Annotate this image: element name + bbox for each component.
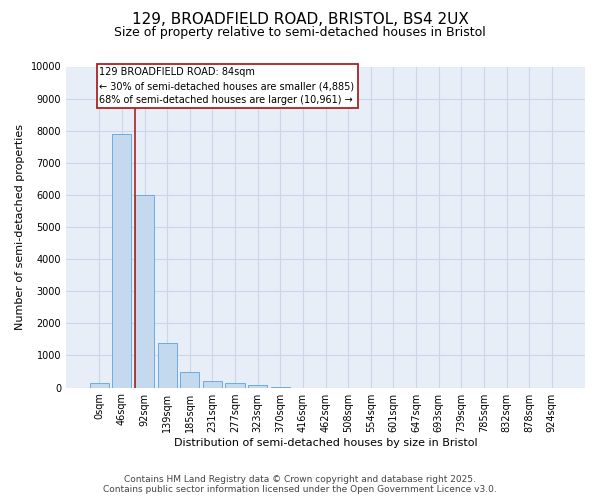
Bar: [248, 386, 267, 388]
Text: 129, BROADFIELD ROAD, BRISTOL, BS4 2UX: 129, BROADFIELD ROAD, BRISTOL, BS4 2UX: [131, 12, 469, 28]
Bar: [203, 380, 222, 388]
Bar: [112, 134, 131, 388]
Text: 129 BROADFIELD ROAD: 84sqm
← 30% of semi-detached houses are smaller (4,885)
68%: 129 BROADFIELD ROAD: 84sqm ← 30% of semi…: [100, 67, 355, 105]
Bar: [89, 383, 109, 388]
Bar: [226, 383, 245, 388]
Bar: [158, 342, 177, 388]
X-axis label: Distribution of semi-detached houses by size in Bristol: Distribution of semi-detached houses by …: [174, 438, 478, 448]
Bar: [180, 372, 199, 388]
Bar: [135, 195, 154, 388]
Text: Contains HM Land Registry data © Crown copyright and database right 2025.
Contai: Contains HM Land Registry data © Crown c…: [103, 474, 497, 494]
Text: Size of property relative to semi-detached houses in Bristol: Size of property relative to semi-detach…: [114, 26, 486, 39]
Y-axis label: Number of semi-detached properties: Number of semi-detached properties: [15, 124, 25, 330]
